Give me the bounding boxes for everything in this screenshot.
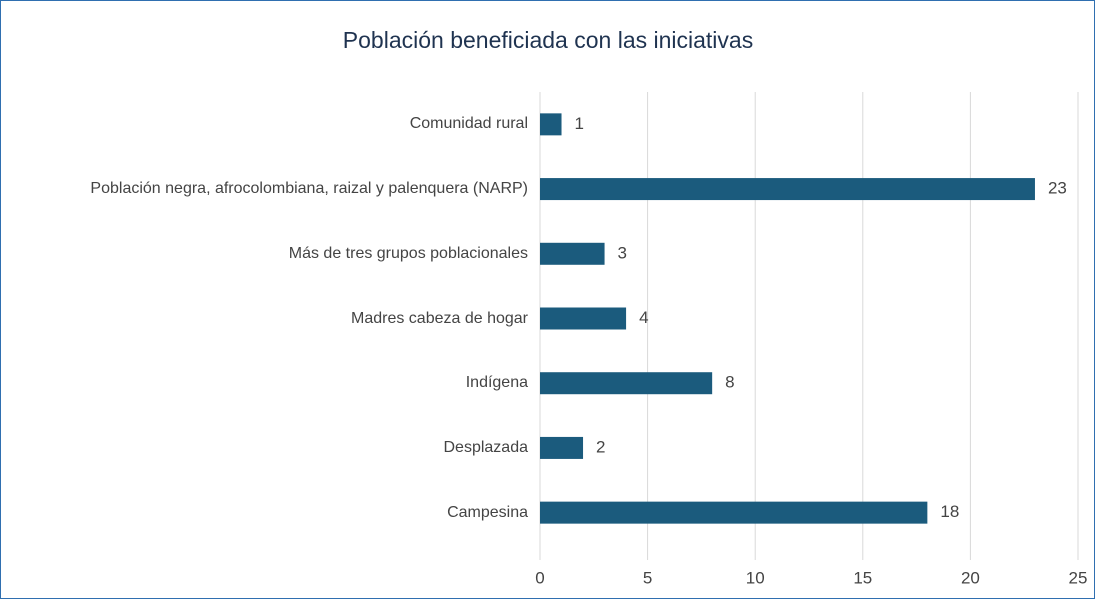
- y-tick-label-text: Comunidad rural: [409, 115, 528, 133]
- y-tick-label: Indígena: [0, 372, 528, 394]
- bar: [540, 242, 605, 265]
- value-label: 2: [596, 437, 605, 456]
- y-tick-label-text: Madres cabeza de hogar: [351, 309, 528, 327]
- value-label: 18: [940, 502, 959, 521]
- bar: [540, 307, 627, 330]
- y-tick-label: Desplazada: [0, 437, 529, 459]
- value-label: 1: [575, 114, 584, 133]
- y-tick-label-text: Población negra, afrocolombiana, raizal …: [90, 180, 528, 198]
- bar: [540, 113, 562, 136]
- bar: [540, 501, 928, 524]
- y-tick-label: Población negra, afrocolombiana, raizal …: [0, 178, 528, 200]
- y-tick-label-text: Más de tres grupos poblacionales: [288, 244, 528, 262]
- x-tick-label: 25: [1069, 568, 1088, 587]
- value-label: 8: [725, 373, 734, 392]
- x-tick-label: 0: [535, 568, 544, 587]
- x-tick-label: 20: [961, 568, 980, 587]
- bar: [540, 436, 584, 459]
- bar: [540, 372, 713, 395]
- y-tick-label-text: Desplazada: [443, 438, 529, 456]
- x-tick-label: 10: [746, 568, 765, 587]
- y-tick-label: Campesina: [0, 502, 528, 524]
- x-tick-label: 5: [643, 568, 652, 587]
- x-tick-label: 15: [853, 568, 872, 587]
- y-tick-label: Comunidad rural: [0, 113, 528, 135]
- value-label: 3: [618, 243, 627, 262]
- y-tick-label-text: Indígena: [465, 374, 528, 392]
- y-tick-label-text: Campesina: [447, 503, 528, 521]
- value-label: 4: [639, 308, 648, 327]
- y-tick-label: Más de tres grupos poblacionales: [0, 243, 528, 265]
- bar: [540, 178, 1035, 201]
- chart-title: Población beneficiada con las iniciativa…: [343, 27, 753, 53]
- y-tick-label: Madres cabeza de hogar: [0, 308, 528, 330]
- value-label: 23: [1048, 179, 1067, 198]
